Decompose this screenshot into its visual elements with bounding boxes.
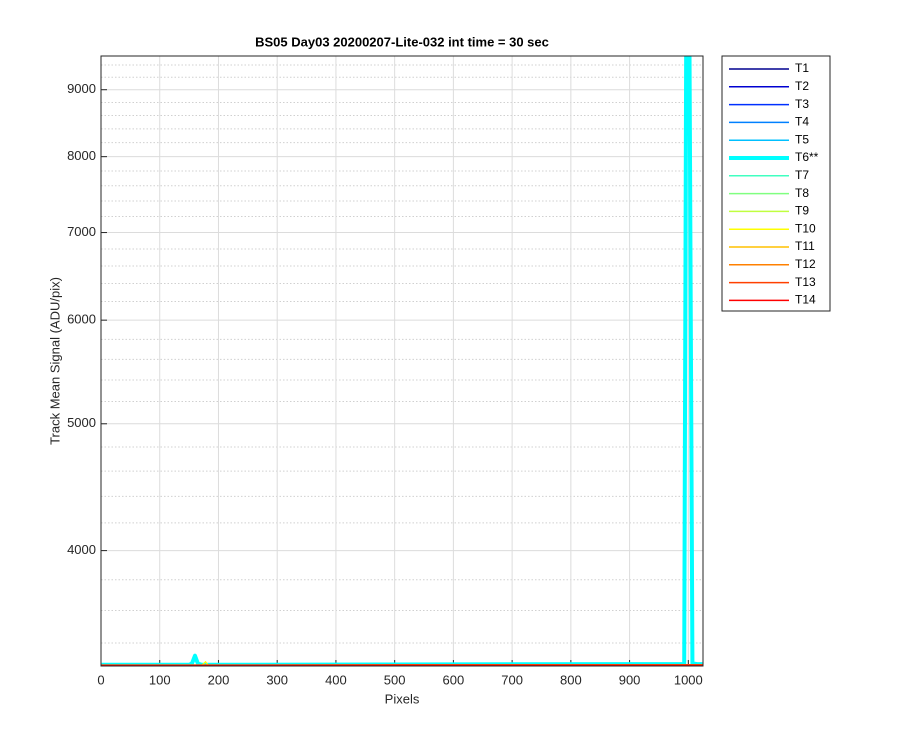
y-tick-label: 5000 <box>67 415 96 430</box>
grid <box>100 56 703 666</box>
y-tick-label: 4000 <box>67 542 96 557</box>
axes-box <box>100 55 704 667</box>
y-axis-label: Track Mean Signal (ADU/pix) <box>47 277 62 445</box>
x-axis-label: Pixels <box>385 691 420 706</box>
legend-label: T13 <box>795 275 816 289</box>
legend-label: T6** <box>795 150 819 164</box>
plot-area <box>101 56 703 666</box>
legend-label: T11 <box>795 239 815 253</box>
y-tick-label: 8000 <box>67 148 96 163</box>
legend: T1 T2 T3 T4 T5 T6** T7 T8 T9 T10 T11 T12 T13 T14 <box>721 55 831 312</box>
x-tick-label: 700 <box>501 672 523 687</box>
legend-label: T3 <box>795 97 809 111</box>
legend-label: T5 <box>795 132 809 146</box>
x-tick-label: 100 <box>149 672 171 687</box>
x-tick-label: 400 <box>325 672 347 687</box>
x-tick-label: 600 <box>443 672 465 687</box>
x-tick-label: 1000 <box>674 672 703 687</box>
x-tick-label: 900 <box>619 672 641 687</box>
legend-label: T7 <box>795 168 809 182</box>
legend-label: T8 <box>795 186 809 200</box>
x-tick-label: 300 <box>266 672 288 687</box>
legend-box <box>721 55 831 312</box>
legend-label: T9 <box>795 204 809 218</box>
legend-label: T14 <box>795 293 816 307</box>
legend-label: T1 <box>795 61 809 75</box>
legend-label: T2 <box>795 79 809 93</box>
x-tick-label: 0 <box>97 672 104 687</box>
legend-label: T12 <box>795 257 816 271</box>
legend-label: T10 <box>795 221 816 235</box>
y-tick-label: 6000 <box>67 312 96 327</box>
x-tick-label: 500 <box>384 672 406 687</box>
x-tick-label: 800 <box>560 672 582 687</box>
x-tick-label: 200 <box>208 672 230 687</box>
chart-title: BS05 Day03 20200207-Lite-032 int time = … <box>255 34 549 49</box>
y-tick-label: 9000 <box>67 81 96 96</box>
legend-label: T4 <box>795 115 809 129</box>
y-tick-label: 7000 <box>67 224 96 239</box>
